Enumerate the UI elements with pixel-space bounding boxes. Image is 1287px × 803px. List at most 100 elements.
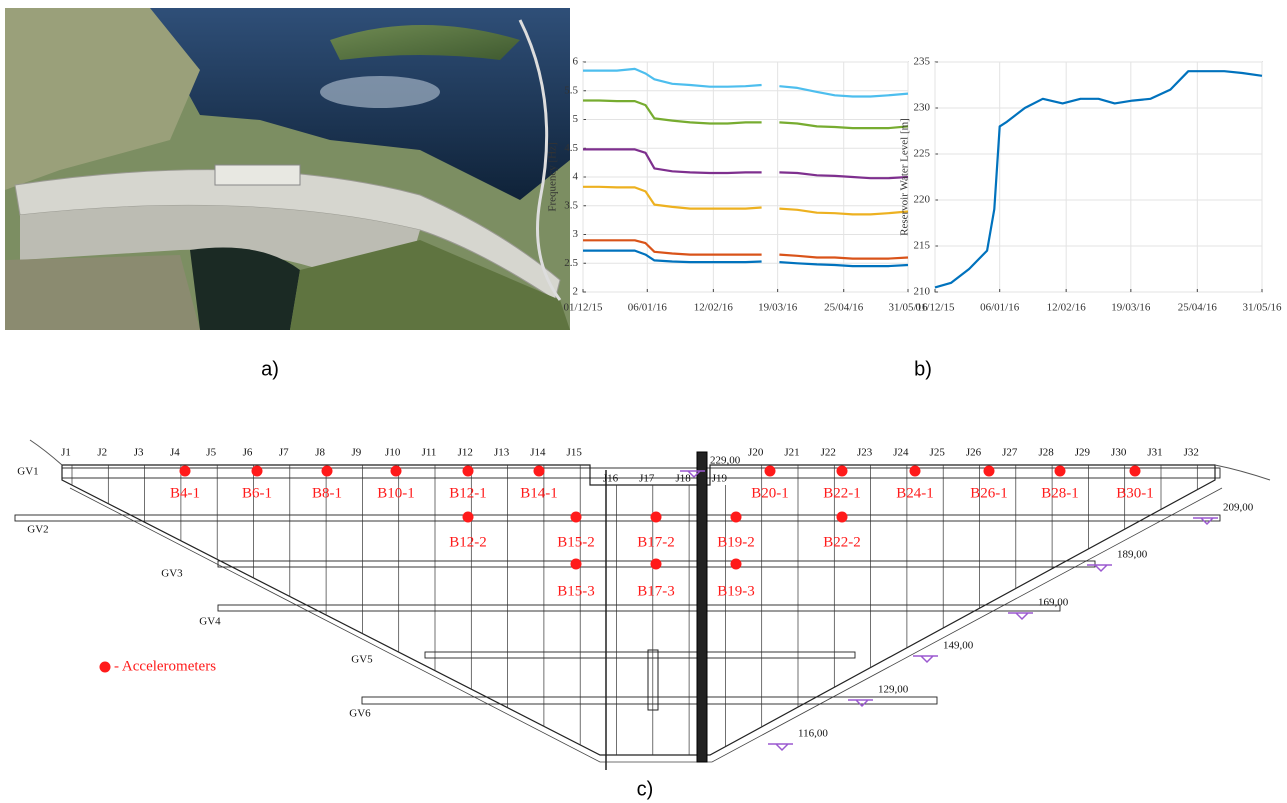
dam-outline-inner [70,488,1222,762]
accelerometer-label: B14-1 [520,485,558,501]
elevation-label: 229,00 [710,455,741,467]
dam-section: GV1GV2GV3GV4GV5GV6J1J2J3J4J5J6J7J8J9J10J… [15,440,1270,770]
accelerometer-label: B17-2 [637,534,675,550]
accelerometer [463,466,474,477]
accelerometer-label: B10-1 [377,485,415,501]
y-tick-label: 4 [573,171,579,183]
joint-label: J9 [352,447,362,459]
joint-label: J26 [966,447,982,459]
accelerometer [180,466,191,477]
accelerometer-label: B17-3 [637,583,675,599]
accelerometer-label: B6-1 [242,485,272,501]
accelerometer [534,466,545,477]
x-tick-label: 12/02/16 [694,302,734,314]
water-level-marker [913,656,938,662]
water-level-marker [1008,613,1033,619]
y-tick-label: 2 [573,286,579,298]
elevation-label: 149,00 [943,640,974,652]
accelerometer [984,466,995,477]
accelerometer-label: B19-2 [717,534,755,550]
joint-label: J5 [206,447,216,459]
x-tick-label: 12/02/16 [1047,302,1087,314]
accelerometer [1055,466,1066,477]
y-tick-label: 235 [914,56,931,68]
accelerometer-label: B30-1 [1116,485,1154,501]
joint-label: J12 [458,447,473,459]
x-tick-label: 06/01/16 [980,302,1020,314]
accelerometer [1130,466,1141,477]
joint-label: J23 [857,447,873,459]
water-level-marker [848,700,873,706]
legend-label: - Accelerometers [114,658,216,674]
x-tick-label: 01/12/15 [915,302,955,314]
y-tick-label: 3.5 [564,199,578,211]
panel-label: c) [637,778,654,800]
legend-marker [100,662,111,673]
joint-label: J31 [1147,447,1162,459]
accelerometer-label: B19-3 [717,583,755,599]
accelerometer [910,466,921,477]
y-tick-label: 225 [914,148,931,160]
joint-label: J29 [1075,447,1091,459]
accelerometer [252,466,263,477]
y-axis-label: Reservoir Water Level [m] [899,118,911,236]
joint-label: J7 [279,447,289,459]
joint-label: J25 [930,447,946,459]
gallery-label: GV5 [351,654,373,666]
shaft [697,452,707,762]
accelerometer [463,512,474,523]
accelerometer [571,559,582,570]
joint-label: J13 [494,447,510,459]
accelerometer [731,559,742,570]
accelerometer [837,512,848,523]
photo [5,8,570,330]
panel-label: a) [261,358,279,380]
accelerometer [651,512,662,523]
x-tick-label: 31/05/16 [1242,302,1282,314]
gallery [218,605,1060,611]
x-tick-label: 06/01/16 [628,302,668,314]
figure: a) b) c) GV1GV2GV3GV4GV5GV6J1J2J3J4J5J6J… [0,0,1287,803]
y-tick-label: 3 [573,228,579,240]
accelerometer [322,466,333,477]
y-tick-label: 5 [573,113,579,125]
x-tick-label: 25/04/16 [824,302,864,314]
accelerometer [837,466,848,477]
elevation-label: 169,00 [1038,597,1069,609]
x-tick-label: 19/03/16 [758,302,798,314]
accelerometer-label: B28-1 [1041,485,1079,501]
accelerometer [651,559,662,570]
y-tick-label: 6 [573,56,579,68]
accelerometer-label: B22-2 [823,534,861,550]
accelerometer-label: B12-2 [449,534,487,550]
gallery [425,652,855,658]
y-tick-label: 220 [914,194,931,206]
cloud-reflection [320,76,440,108]
accelerometer-label: B12-1 [449,485,487,501]
dam-outline [62,465,1215,755]
joint-label: J22 [821,447,836,459]
x-tick-label: 25/04/16 [1178,302,1218,314]
plot-area [935,62,1262,292]
y-tick-label: 210 [914,286,931,298]
elevation-label: 189,00 [1117,549,1148,561]
joint-label: J8 [315,447,325,459]
accelerometer-label: B15-3 [557,583,595,599]
accelerometer-label: B24-1 [896,485,934,501]
y-tick-label: 4.5 [564,142,578,154]
spillway [215,165,300,185]
joint-label: J18 [675,473,691,485]
joint-label: J3 [134,447,144,459]
joint-label: J6 [243,447,253,459]
gallery-label: GV1 [17,466,38,478]
water-level-marker [768,744,793,750]
y-tick-label: 5.5 [564,84,578,96]
accelerometer-label: B15-2 [557,534,595,550]
joint-label: J20 [748,447,764,459]
accelerometer-label: B22-1 [823,485,861,501]
gallery-label: GV6 [349,708,371,720]
joint-label: J17 [639,473,655,485]
joint-label: J28 [1038,447,1054,459]
water-level-marker [1087,565,1112,571]
joint-label: J1 [61,447,71,459]
